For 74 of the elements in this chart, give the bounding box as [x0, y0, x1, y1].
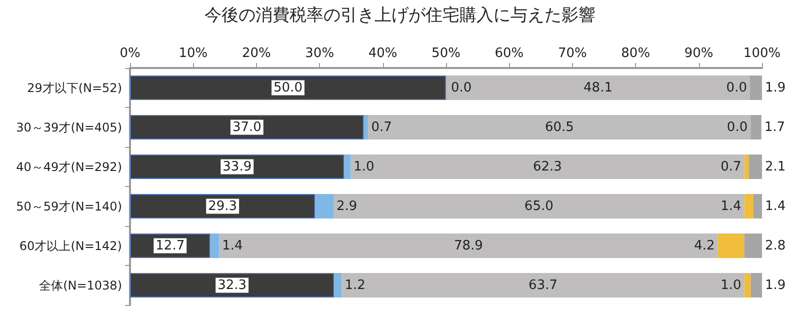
x-tick-label: 40%	[368, 46, 398, 61]
bar	[334, 194, 744, 218]
bar	[368, 115, 751, 140]
data-label: 2.8	[765, 238, 786, 254]
bar	[744, 273, 751, 298]
x-tick-label: 20%	[242, 46, 271, 61]
bar	[130, 76, 446, 100]
bar	[130, 154, 344, 179]
y-tick-label: 40～49才(N=292)	[16, 160, 122, 174]
data-label: 1.9	[765, 80, 786, 96]
data-label: 78.9	[454, 238, 483, 254]
y-tick-label: 30～39才(N=405)	[16, 120, 122, 134]
data-label: 32.3	[218, 278, 247, 293]
bar	[748, 154, 762, 179]
x-tick-label: 50%	[432, 46, 460, 61]
data-label: 1.7	[764, 120, 786, 135]
data-label: 33.9	[222, 159, 252, 174]
x-tick-label: 60%	[494, 46, 524, 61]
data-label: 2.1	[765, 159, 786, 174]
data-label: 1.9	[765, 278, 786, 293]
data-label: 2.9	[336, 198, 358, 214]
x-tick-label: 70%	[558, 46, 587, 61]
data-label: 1.4	[765, 198, 786, 214]
bar	[750, 273, 762, 298]
x-tick-label: 80%	[621, 46, 650, 61]
y-tick-label: 60才以上(N=142)	[19, 238, 122, 253]
data-label: 1.0	[720, 278, 742, 293]
data-label: 50.0	[274, 80, 302, 96]
data-label: 1.0	[354, 159, 374, 174]
bar	[744, 234, 762, 258]
bar	[446, 76, 750, 100]
bar	[744, 194, 754, 218]
bar	[210, 234, 220, 258]
y-tick-label: 50～59才(N=140)	[16, 199, 122, 214]
data-label: 48.1	[584, 80, 612, 96]
data-label: 4.2	[694, 238, 715, 254]
bar	[334, 273, 342, 298]
x-tick-label: 90%	[684, 46, 714, 61]
bar	[344, 154, 351, 179]
data-label: 0.0	[726, 120, 748, 135]
data-label: 1.4	[222, 238, 243, 254]
bar	[130, 115, 364, 140]
data-label: 65.0	[524, 198, 554, 214]
data-label: 12.7	[156, 238, 185, 254]
data-label: 60.5	[544, 120, 574, 135]
data-label: 0.7	[371, 120, 392, 135]
x-tick-label: 30%	[305, 46, 334, 61]
bar	[750, 115, 762, 140]
data-label: 1.4	[720, 198, 742, 214]
y-tick-label: 29才以下(N=52)	[27, 80, 122, 95]
bar	[753, 194, 762, 218]
data-label: 63.7	[528, 278, 558, 293]
bar	[350, 154, 744, 179]
bar	[130, 194, 316, 218]
bar	[364, 115, 368, 140]
data-label: 1.2	[344, 278, 366, 293]
y-tick-label: 全体(N=1038)	[39, 278, 122, 292]
chart-title: 今後の消費税率の引き上げが住宅購入に与えた影響	[204, 6, 596, 26]
x-tick-label: 10%	[178, 46, 208, 61]
bar	[130, 273, 334, 298]
x-tick-label: 100%	[743, 46, 781, 61]
bar	[342, 273, 744, 298]
bar	[750, 76, 762, 100]
data-label: 37.0	[232, 120, 262, 135]
data-label: 0.0	[726, 80, 747, 96]
bar	[718, 234, 744, 258]
x-tick-label: 0%	[120, 46, 140, 61]
data-label: 0.0	[451, 80, 472, 96]
bar	[315, 194, 334, 218]
data-label: 0.7	[720, 159, 742, 174]
data-label: 29.3	[208, 198, 238, 214]
data-label: 62.3	[532, 159, 562, 174]
bar	[744, 154, 749, 179]
bar	[219, 234, 718, 258]
